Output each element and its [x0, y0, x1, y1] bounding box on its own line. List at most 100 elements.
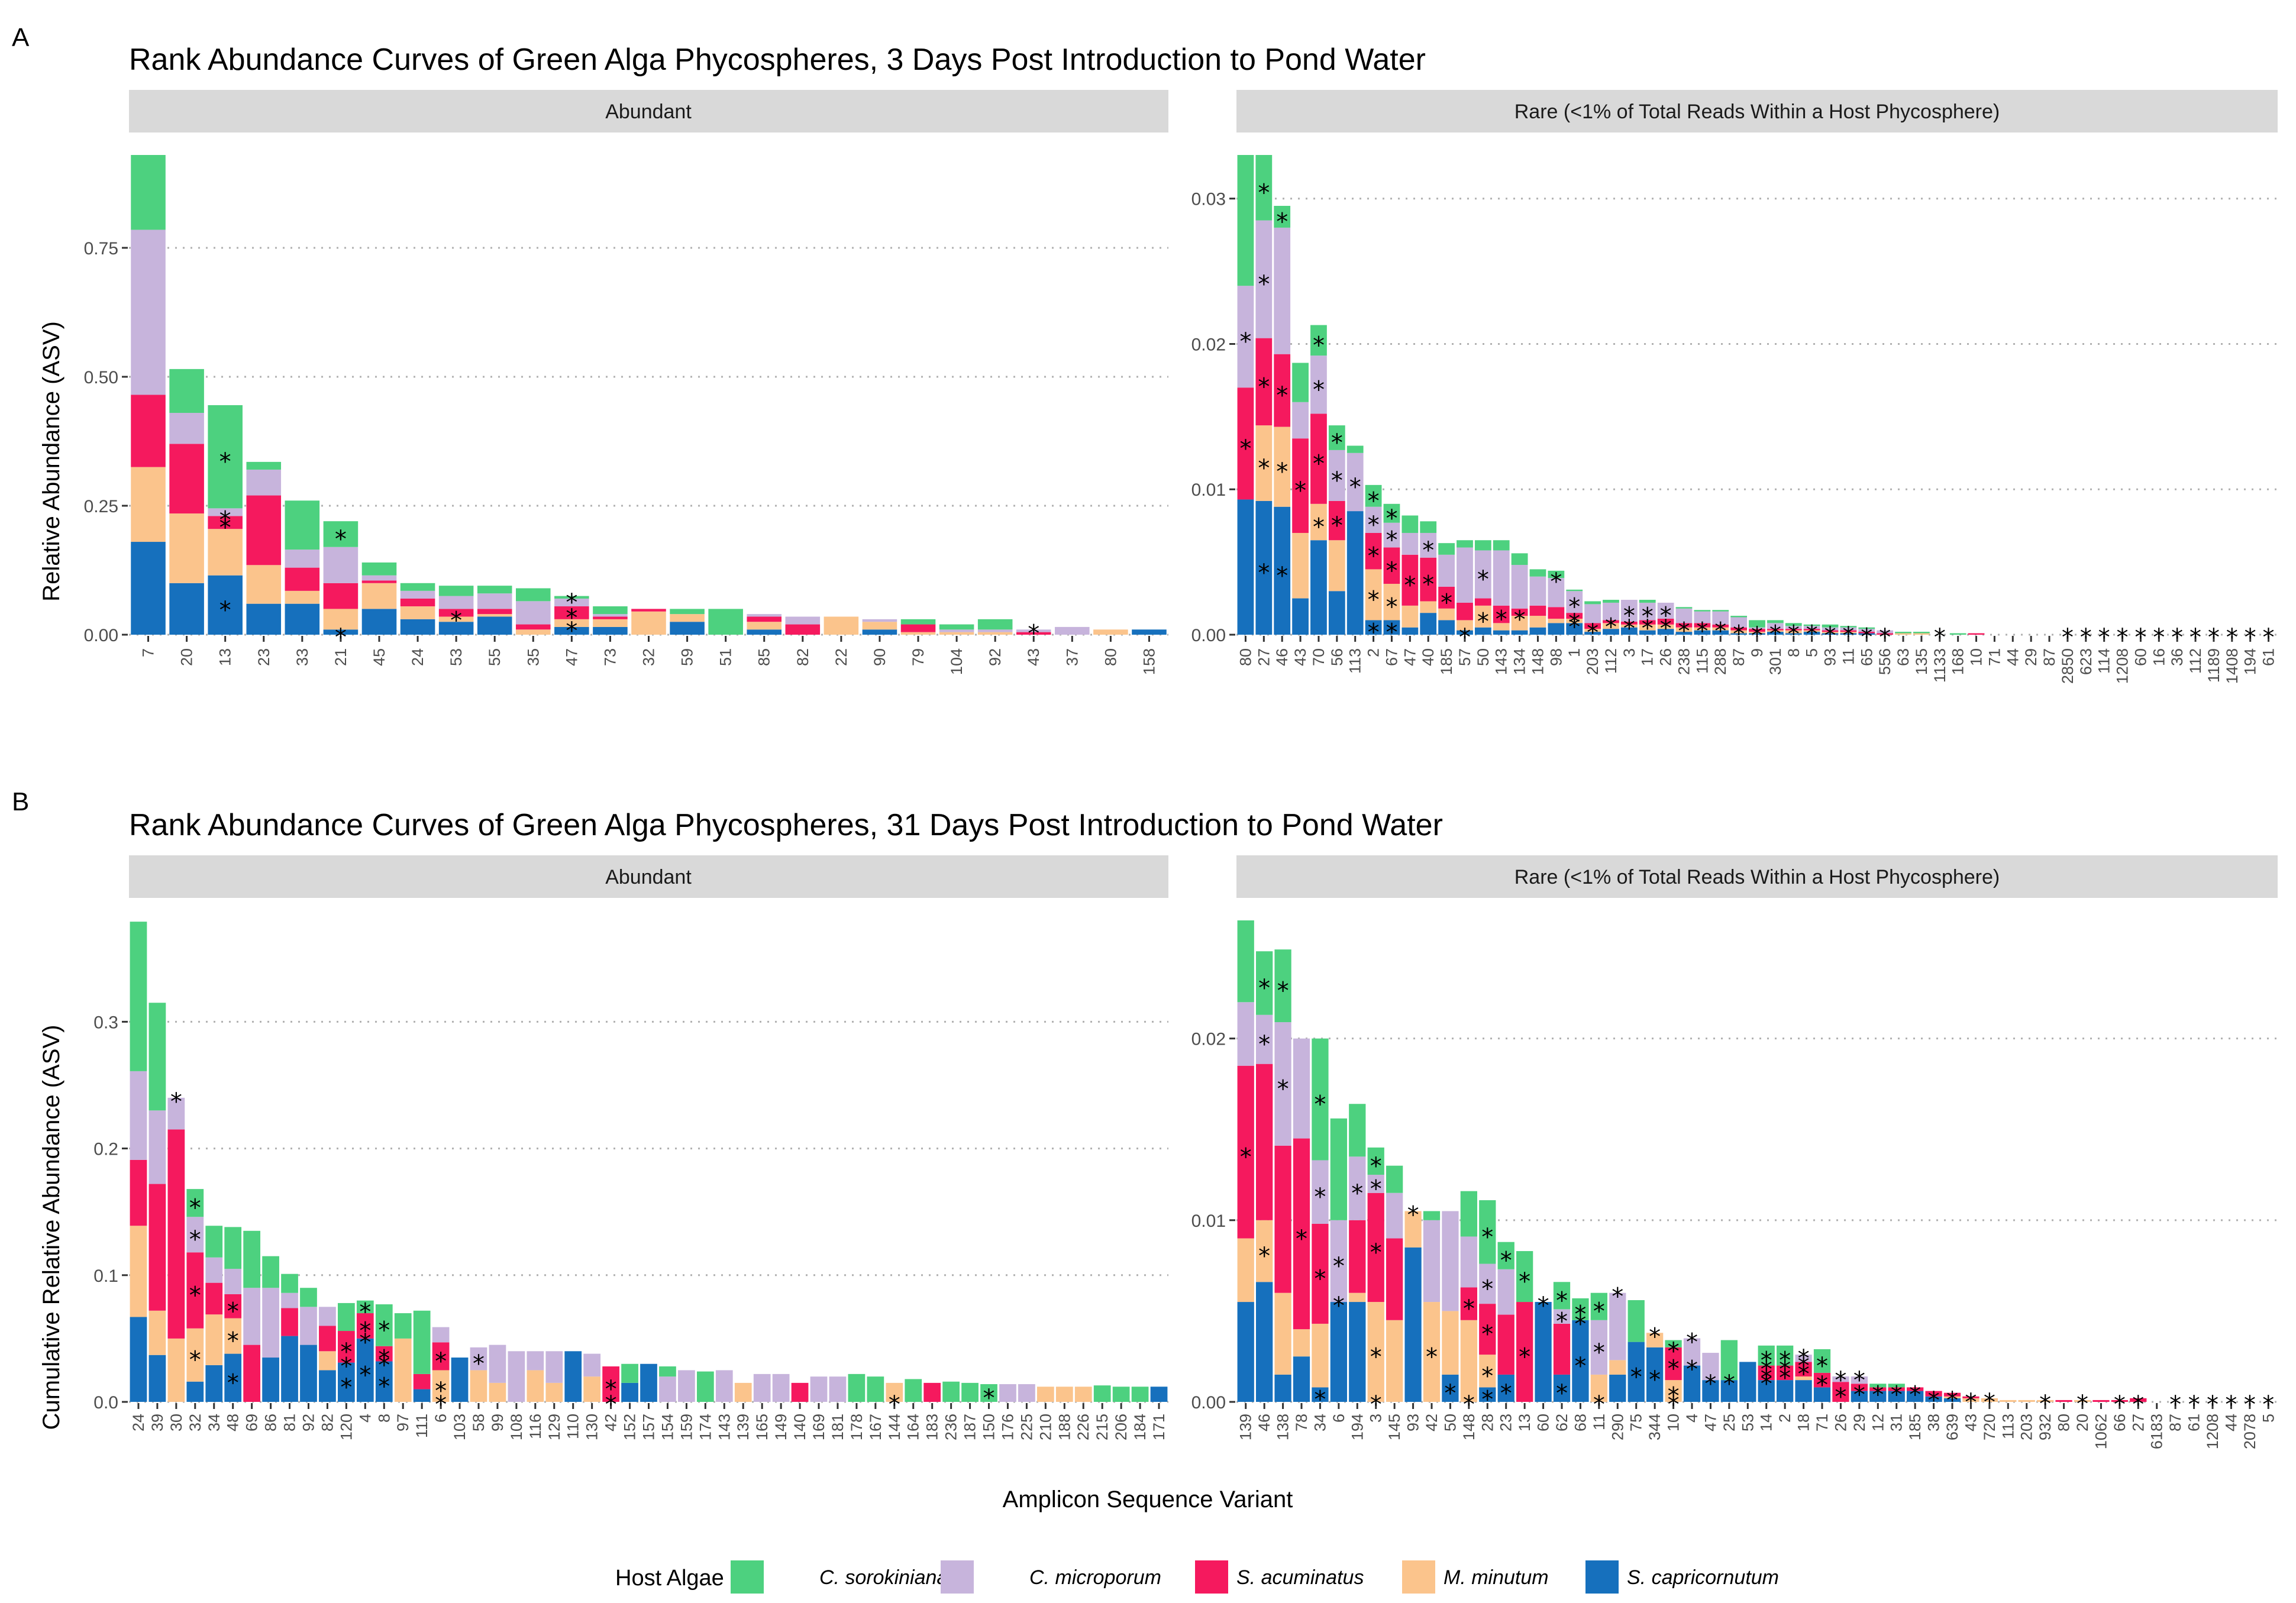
bar-segment — [1383, 503, 1400, 523]
bar-segment — [1036, 1387, 1054, 1402]
plot-a-rare: 0.000.010.020.0380**27*****46****43*70**… — [1191, 155, 2278, 684]
significance-asterisk: * — [2169, 1391, 2181, 1418]
x-tick-label: 188 — [1055, 1414, 1073, 1440]
bar-segment — [130, 1159, 147, 1226]
x-tick-label: 148 — [1460, 1414, 1478, 1440]
bar-segment — [1548, 618, 1565, 623]
bar-segment — [1813, 1387, 1831, 1402]
significance-asterisk: * — [219, 506, 231, 534]
bar-segment — [1274, 227, 1291, 354]
bar-segment — [148, 1110, 166, 1184]
bar-segment — [1620, 600, 1638, 622]
bar-segment — [1312, 1323, 1329, 1388]
bar-segment — [1438, 620, 1455, 635]
significance-asterisk: * — [1642, 615, 1654, 642]
bar-segment — [678, 1370, 695, 1402]
x-tick-label: 167 — [867, 1414, 884, 1440]
x-tick-label: 51 — [717, 648, 735, 666]
bar-segment — [1749, 633, 1765, 635]
bar-segment — [1274, 1022, 1291, 1146]
x-tick-label: 4 — [356, 1414, 374, 1423]
bar-segment — [848, 1373, 866, 1402]
significance-asterisk: * — [359, 1362, 371, 1389]
bar-segment — [1907, 1387, 1924, 1391]
bar-segment — [208, 405, 243, 509]
significance-asterisk: * — [1481, 1363, 1493, 1390]
bar-segment — [1256, 1282, 1273, 1402]
significance-asterisk: * — [1556, 1380, 1568, 1407]
significance-asterisk: * — [2098, 624, 2110, 651]
bar-segment — [361, 609, 397, 635]
significance-asterisk: * — [1649, 1366, 1661, 1394]
significance-asterisk: * — [1481, 1321, 1493, 1348]
bar-segment — [1420, 521, 1437, 533]
legend-label-s-acuminatus: S. acuminatus — [1236, 1566, 1364, 1589]
significance-asterisk: * — [1296, 1226, 1307, 1253]
bar-segment — [1256, 1220, 1273, 1282]
significance-asterisk: * — [1239, 435, 1251, 463]
bar-segment — [1572, 1320, 1589, 1402]
bar-segment — [1365, 484, 1382, 507]
significance-asterisk: * — [1314, 1387, 1326, 1414]
significance-asterisk: * — [1258, 560, 1270, 587]
significance-asterisk: * — [1660, 602, 1672, 629]
bar-segment — [900, 619, 936, 625]
bar-segment — [451, 1358, 469, 1402]
significance-asterisk: * — [1984, 1389, 1995, 1416]
bar-segment — [1785, 633, 1802, 635]
bar-segment — [1795, 1362, 1812, 1376]
x-tick-label: 38 — [1925, 1414, 1943, 1431]
y-tick-label: 0.2 — [93, 1140, 118, 1159]
significance-asterisk: * — [1313, 451, 1325, 478]
x-tick-label: 8 — [1785, 648, 1803, 657]
legend-swatch-c-microporum — [941, 1560, 974, 1594]
x-tick-label: 67 — [1383, 648, 1400, 666]
x-tick-label: 71 — [1813, 1414, 1831, 1431]
bar-segment — [631, 609, 666, 612]
x-tick-label: 238 — [1675, 648, 1693, 675]
bar-segment — [1566, 591, 1583, 613]
bar-segment — [1292, 402, 1309, 439]
bar-segment — [527, 1351, 544, 1371]
bar-segment — [900, 632, 936, 635]
bar-segment — [477, 609, 512, 615]
significance-asterisk: * — [189, 1226, 201, 1253]
bar-segment — [281, 1336, 298, 1402]
x-tick-label: 301 — [1767, 648, 1784, 675]
bar-segment — [1590, 1292, 1607, 1320]
bar-segment — [2111, 1400, 2128, 1402]
bar-segment — [361, 580, 397, 583]
legend-item-c-sorokiniana: C. sorokiniana — [731, 1560, 948, 1594]
bar-segment — [1493, 630, 1510, 635]
bar-segment — [1925, 1396, 1942, 1402]
bar-segment — [867, 1376, 884, 1402]
bar-segment — [1112, 1387, 1130, 1402]
bar-segment — [477, 614, 512, 617]
x-tick-label: 720 — [1981, 1414, 1998, 1440]
bar-segment — [1511, 565, 1528, 609]
bar-segment — [1553, 1323, 1571, 1375]
bar-segment — [1566, 589, 1583, 592]
x-tick-label: 135 — [1913, 648, 1930, 675]
bar-segment — [1584, 623, 1601, 629]
bar-segment — [1312, 1038, 1329, 1161]
x-tick-label: 40 — [1419, 648, 1437, 666]
bar-segment — [205, 1226, 223, 1258]
significance-asterisk: * — [1351, 1180, 1363, 1207]
bar-segment — [243, 1345, 261, 1402]
x-tick-label: 60 — [1535, 1414, 1552, 1431]
bar-segment — [1665, 1347, 1682, 1381]
legend-swatch-c-sorokiniana — [731, 1560, 764, 1594]
significance-asterisk: * — [983, 1385, 995, 1412]
bar-segment — [208, 575, 243, 635]
bar-segment — [1150, 1387, 1168, 1402]
bar-segment — [323, 629, 359, 635]
bar-segment — [1795, 1380, 1812, 1402]
significance-asterisk: * — [1642, 603, 1654, 631]
bar-segment — [1943, 1392, 1961, 1397]
bar-segment — [167, 1338, 185, 1402]
bar-segment — [1493, 623, 1510, 631]
bar-segment — [1657, 629, 1674, 635]
bar-segment — [167, 1097, 185, 1130]
significance-asterisk: * — [566, 605, 577, 632]
